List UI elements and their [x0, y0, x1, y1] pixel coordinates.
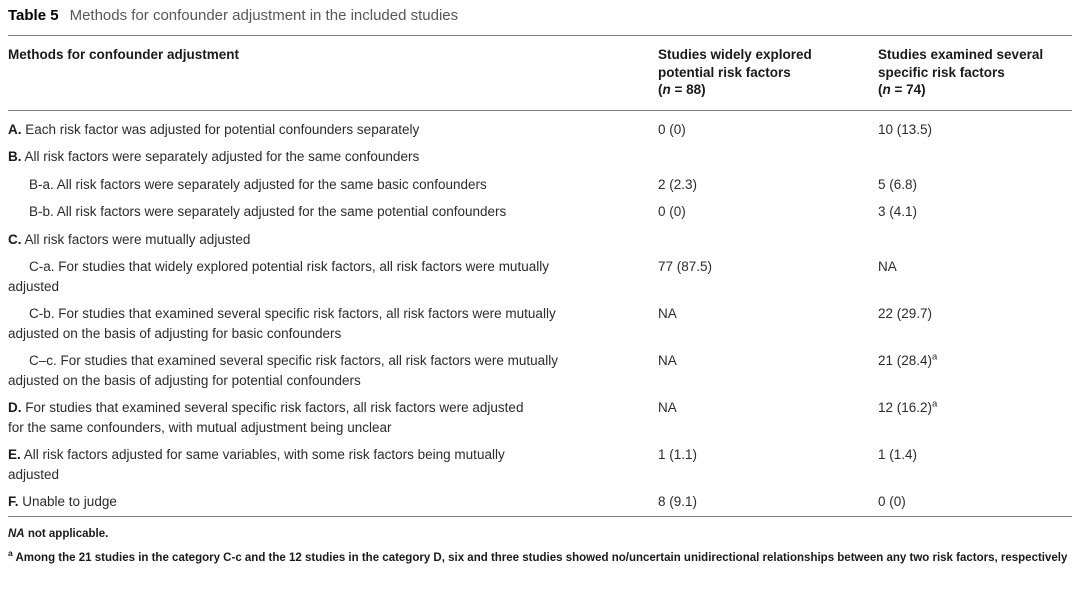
value-specific	[878, 143, 1072, 171]
value-widely: NA	[658, 400, 677, 415]
value-specific	[878, 226, 1072, 254]
table-row-b-b: B-b. All risk factors were separately ad…	[8, 198, 1072, 226]
value-widely	[658, 143, 878, 171]
value-widely: NA	[658, 353, 677, 368]
header-col-widely-explored: Studies widely explored potential risk f…	[658, 35, 878, 111]
value-widely: NA	[658, 306, 677, 321]
table-label: Table 5	[8, 7, 59, 24]
footnote-na: NA not applicable.	[8, 527, 109, 540]
value-specific: NA	[878, 259, 897, 274]
row-label: B. All risk factors were separately adju…	[8, 149, 420, 164]
table-row-c-b: C-b. For studies that examined several s…	[8, 300, 1072, 347]
value-widely: 1 (1.1)	[658, 447, 698, 462]
table-row-a: A. Each risk factor was adjusted for pot…	[8, 110, 1072, 143]
value-widely: 8 (9.1)	[658, 494, 698, 509]
value-specific: 1 (1.4)	[878, 447, 918, 462]
header-col-specific-n: (n = 74)	[878, 82, 926, 97]
header-col-widely-n: (n = 88)	[658, 82, 706, 97]
table-row-d: D. For studies that examined several spe…	[8, 394, 1072, 441]
value-specific: 10 (13.5)	[878, 121, 933, 137]
table-row-c-c: C–c. For studies that examined several s…	[8, 347, 1072, 394]
value-widely: 77 (87.5)	[658, 259, 713, 274]
row-label: C. All risk factors were mutually adjust…	[8, 231, 251, 247]
table-caption-text: Methods for confounder adjustment in the…	[69, 7, 459, 24]
value-specific: 21 (28.4)a	[878, 351, 938, 368]
table-row-e: E. All risk factors adjusted for same va…	[8, 441, 1072, 488]
value-specific: 0 (0)	[878, 494, 906, 509]
table-header: Methods for confounder adjustment Studie…	[8, 35, 1072, 111]
table-caption: Table 5 Methods for confounder adjustment…	[8, 6, 1072, 25]
row-label: A. Each risk factor was adjusted for pot…	[8, 121, 420, 137]
confounder-adjustment-table: Methods for confounder adjustment Studie…	[8, 35, 1072, 517]
value-widely: 0 (0)	[658, 121, 686, 137]
value-specific: 5 (6.8)	[878, 176, 918, 192]
table-footnotes: NA not applicable. a Among the 21 studie…	[8, 526, 1072, 567]
row-label: B-b. All risk factors were separately ad…	[29, 204, 507, 219]
table-row-f: F. Unable to judge 8 (9.1) 0 (0)	[8, 488, 1072, 516]
row-label: C-b. For studies that examined several s…	[8, 306, 556, 341]
paper-table-figure: Table 5 Methods for confounder adjustment…	[8, 6, 1072, 567]
value-specific: 22 (29.7)	[878, 306, 933, 321]
value-widely	[658, 226, 878, 254]
value-specific: 12 (16.2)a	[878, 398, 938, 415]
header-row: Methods for confounder adjustment Studie…	[8, 35, 1072, 111]
footnote-a: a Among the 21 studies in the category C…	[8, 547, 1068, 564]
row-label: D. For studies that examined several spe…	[8, 400, 524, 435]
value-specific: 3 (4.1)	[878, 204, 918, 219]
row-label: B-a. All risk factors were separately ad…	[29, 176, 487, 192]
row-label: E. All risk factors adjusted for same va…	[8, 447, 505, 482]
value-widely: 0 (0)	[658, 204, 686, 219]
table-row-c-a: C-a. For studies that widely explored po…	[8, 253, 1072, 300]
row-label: C-a. For studies that widely explored po…	[8, 259, 549, 294]
table-row-c: C. All risk factors were mutually adjust…	[8, 226, 1072, 254]
row-label: F. Unable to judge	[8, 494, 117, 509]
table-body: A. Each risk factor was adjusted for pot…	[8, 110, 1072, 516]
table-row-b-a: B-a. All risk factors were separately ad…	[8, 171, 1072, 199]
row-label: C–c. For studies that examined several s…	[8, 353, 558, 388]
header-col-methods: Methods for confounder adjustment	[8, 35, 658, 111]
table-row-b: B. All risk factors were separately adju…	[8, 143, 1072, 171]
value-widely: 2 (2.3)	[658, 176, 698, 192]
header-col-specific: Studies examined several specific risk f…	[878, 35, 1072, 111]
